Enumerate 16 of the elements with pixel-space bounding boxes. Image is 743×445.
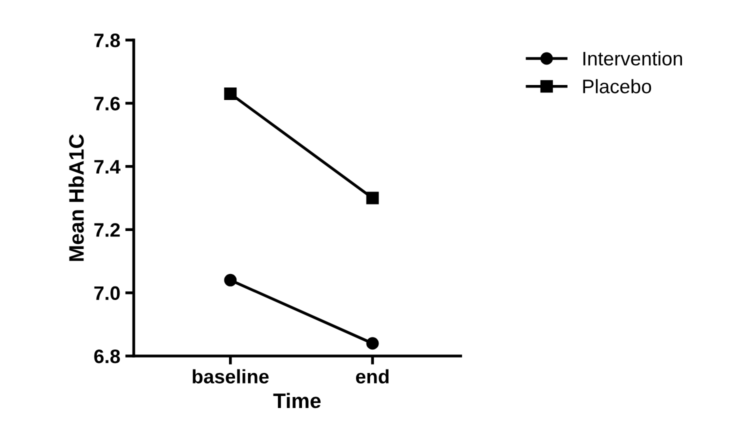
legend-label: Intervention (583, 51, 682, 66)
point (224, 274, 237, 286)
point (366, 337, 379, 350)
x-tick-label: baseline (192, 369, 269, 384)
y-tick-label: 7.8 (94, 34, 120, 48)
x-tick-label: end (356, 369, 389, 384)
point (224, 88, 237, 100)
y-tick-label: 7.2 (94, 223, 120, 237)
y-tick-label: 6.8 (94, 349, 120, 364)
y-axis-title: Mean HbA1C (68, 134, 84, 261)
legend-label: Placebo (583, 79, 652, 94)
y-tick-label: 7.0 (94, 286, 120, 300)
x-axis-title: Time (273, 392, 321, 408)
point (366, 192, 379, 204)
y-tick-label: 7.6 (94, 96, 120, 110)
y-tick-label: 7.4 (94, 160, 120, 174)
